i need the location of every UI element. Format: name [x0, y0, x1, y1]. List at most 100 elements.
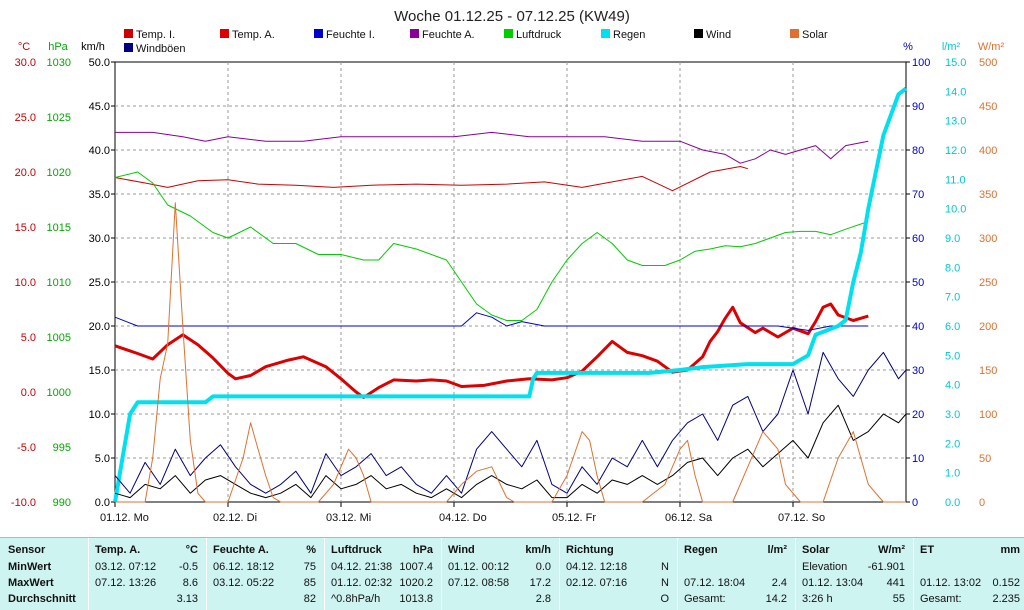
axis-tick-rain: 3.0: [945, 409, 960, 421]
axis-tick-hum: 70: [912, 189, 924, 201]
series-line-temp-a-: [114, 302, 869, 399]
stats-regen-max-time: 07.12. 18:04: [684, 577, 746, 589]
stats-richtung-min-time: 04.12. 12:18: [566, 561, 628, 573]
axis-unit-solar: W/m²: [978, 41, 1005, 53]
axis-tick-press: 1005: [47, 332, 71, 344]
stats-druck-min-time: 04.12. 21:38: [331, 561, 393, 573]
chart-svg: Woche 01.12.25 - 07.12.25 (KW49) 30.0 25.0…: [11, 8, 1005, 524]
axis-tick-temp: 25.0: [15, 112, 36, 124]
stats-richtung-max-time: 02.12. 07:16: [566, 577, 628, 589]
x-day-label: 05.12. Fr: [552, 512, 596, 524]
stats-druck-header: Luftdruck: [331, 544, 382, 556]
axis-tick-wind: 20.0: [89, 321, 110, 333]
stats-et-max-time: 01.12. 13:02: [920, 577, 982, 589]
stats-regen: Regen l/m² 07.12. 18:04 2.4 Gesamt: 14.2: [677, 538, 795, 610]
stats-feuchte-max-time: 03.12. 05:22: [213, 577, 275, 589]
series-line-temp-i-: [114, 166, 748, 192]
stats-feuchte-unit: %: [306, 544, 316, 556]
stats-solar-max-time: 01.12. 13:04: [802, 577, 864, 589]
axis-tick-wind: 15.0: [89, 365, 110, 377]
stats-panel: Sensor MinWert MaxWert Durchschnitt Temp…: [0, 537, 1024, 610]
series-line-feuchte-a-: [115, 131, 869, 164]
axis-tick-wind: 35.0: [89, 189, 110, 201]
stats-druck-avg-val: 1013.8: [399, 593, 433, 605]
axis-tick-press: 1000: [47, 387, 71, 399]
axis-tick-hum: 40: [912, 321, 924, 333]
stats-regen-unit: l/m²: [767, 544, 787, 556]
axis-tick-temp: 5.0: [21, 332, 36, 344]
axis-unit-rain: l/m²: [942, 41, 961, 53]
stats-label-min: MinWert: [8, 561, 52, 573]
axis-tick-rain: 0.0: [945, 497, 960, 509]
axis-tick-press: 1030: [47, 57, 71, 69]
legend-label: Wind: [706, 29, 731, 41]
stats-temp-min-val: -0.5: [179, 561, 198, 573]
axis-tick-rain: 8.0: [945, 262, 960, 274]
axis-tick-solar: 350: [979, 189, 997, 201]
x-day-label: 04.12. Do: [439, 512, 487, 524]
axis-tick-temp: -5.0: [17, 442, 36, 454]
axis-tick-press: 1015: [47, 222, 71, 234]
axis-tick-press: 990: [53, 497, 71, 509]
stats-richtung: Richtung 04.12. 12:18 N 02.12. 07:16 N O: [559, 538, 677, 610]
series-line-regen: [113, 86, 908, 503]
stats-solar: Solar W/m² Elevation -61.901 01.12. 13:0…: [795, 538, 913, 610]
axis-tick-solar: 500: [979, 57, 997, 69]
stats-wind: Wind km/h 01.12. 00:12 0.0 07.12. 08:58 …: [441, 538, 559, 610]
axis-tick-rain: 13.0: [945, 116, 966, 128]
stats-solar-hours: 3:26 h: [802, 593, 833, 605]
x-day-label: 03.12. Mi: [326, 512, 371, 524]
stats-temp-max-val: 8.6: [182, 577, 198, 589]
legend-label: Regen: [613, 29, 645, 41]
series-line-wind: [114, 404, 907, 499]
axis-tick-rain: 15.0: [945, 57, 966, 69]
stats-feuchte-min-time: 06.12. 18:12: [213, 561, 275, 573]
weather-chart: Woche 01.12.25 - 07.12.25 (KW49) 30.0 25.0…: [11, 8, 1005, 524]
stats-temp: Temp. A. °C 03.12. 07:12 -0.5 07.12. 13:…: [88, 538, 206, 610]
axis-tick-temp: 10.0: [15, 277, 36, 289]
stats-solar-elev-label: Elevation: [802, 561, 848, 573]
legend-label: Feuchte A.: [422, 29, 475, 41]
axis-tick-temp: 30.0: [15, 57, 36, 69]
stats-druck-trend: ^0.8hPa/h: [331, 593, 381, 605]
stats-feuchte-header: Feuchte A.: [213, 544, 269, 556]
legend-label: Windböen: [136, 43, 186, 55]
axis-tick-solar: 50: [979, 453, 991, 465]
axis-tick-solar: 0: [979, 497, 985, 509]
legend-swatch: [220, 29, 229, 38]
axis-tick-hum: 50: [912, 277, 924, 289]
axis-tick-solar: 300: [979, 233, 997, 245]
stats-druck-unit: hPa: [412, 544, 433, 556]
x-day-label: 01.12. Mo: [100, 512, 149, 524]
axis-tick-temp: -10.0: [11, 497, 36, 509]
stats-et-max-val: 0.152: [992, 577, 1020, 589]
axis-tick-hum: 100: [912, 57, 930, 69]
stats-richtung-header: Richtung: [566, 544, 614, 556]
x-day-label: 07.12. So: [778, 512, 825, 524]
legend-swatch: [410, 29, 419, 38]
stats-feuchte-max-val: 85: [303, 577, 316, 589]
axis-tick-wind: 40.0: [89, 145, 110, 157]
axis-tick-hum: 20: [912, 409, 924, 421]
stats-wind-max-time: 07.12. 08:58: [448, 577, 510, 589]
axis-tick-temp: 15.0: [15, 222, 36, 234]
axis-tick-hum: 60: [912, 233, 924, 245]
axis-tick-hum: 30: [912, 365, 924, 377]
axis-tick-rain: 4.0: [945, 380, 960, 392]
axis-tick-press: 1025: [47, 112, 71, 124]
stats-sensor: Sensor MinWert MaxWert Durchschnitt: [0, 538, 88, 610]
series-line-windb-en: [114, 351, 907, 494]
stats-richtung-min-val: N: [661, 561, 669, 573]
axis-unit-temp: °C: [18, 41, 30, 53]
axis-tick-press: 995: [53, 442, 71, 454]
stats-et-total-label: Gesamt:: [920, 593, 962, 605]
axis-tick-wind: 45.0: [89, 101, 110, 113]
stats-richtung-avg-val: O: [660, 593, 669, 605]
stats-druck: Luftdruck hPa 04.12. 21:38 1007.4 01.12.…: [324, 538, 441, 610]
stats-wind-unit: km/h: [525, 544, 551, 556]
stats-feuchte: Feuchte A. % 06.12. 18:12 75 03.12. 05:2…: [206, 538, 324, 610]
axis-tick-solar: 450: [979, 101, 997, 113]
stats-richtung-max-val: N: [661, 577, 669, 589]
axis-tick-wind: 50.0: [89, 57, 110, 69]
stats-solar-header: Solar: [802, 544, 830, 556]
